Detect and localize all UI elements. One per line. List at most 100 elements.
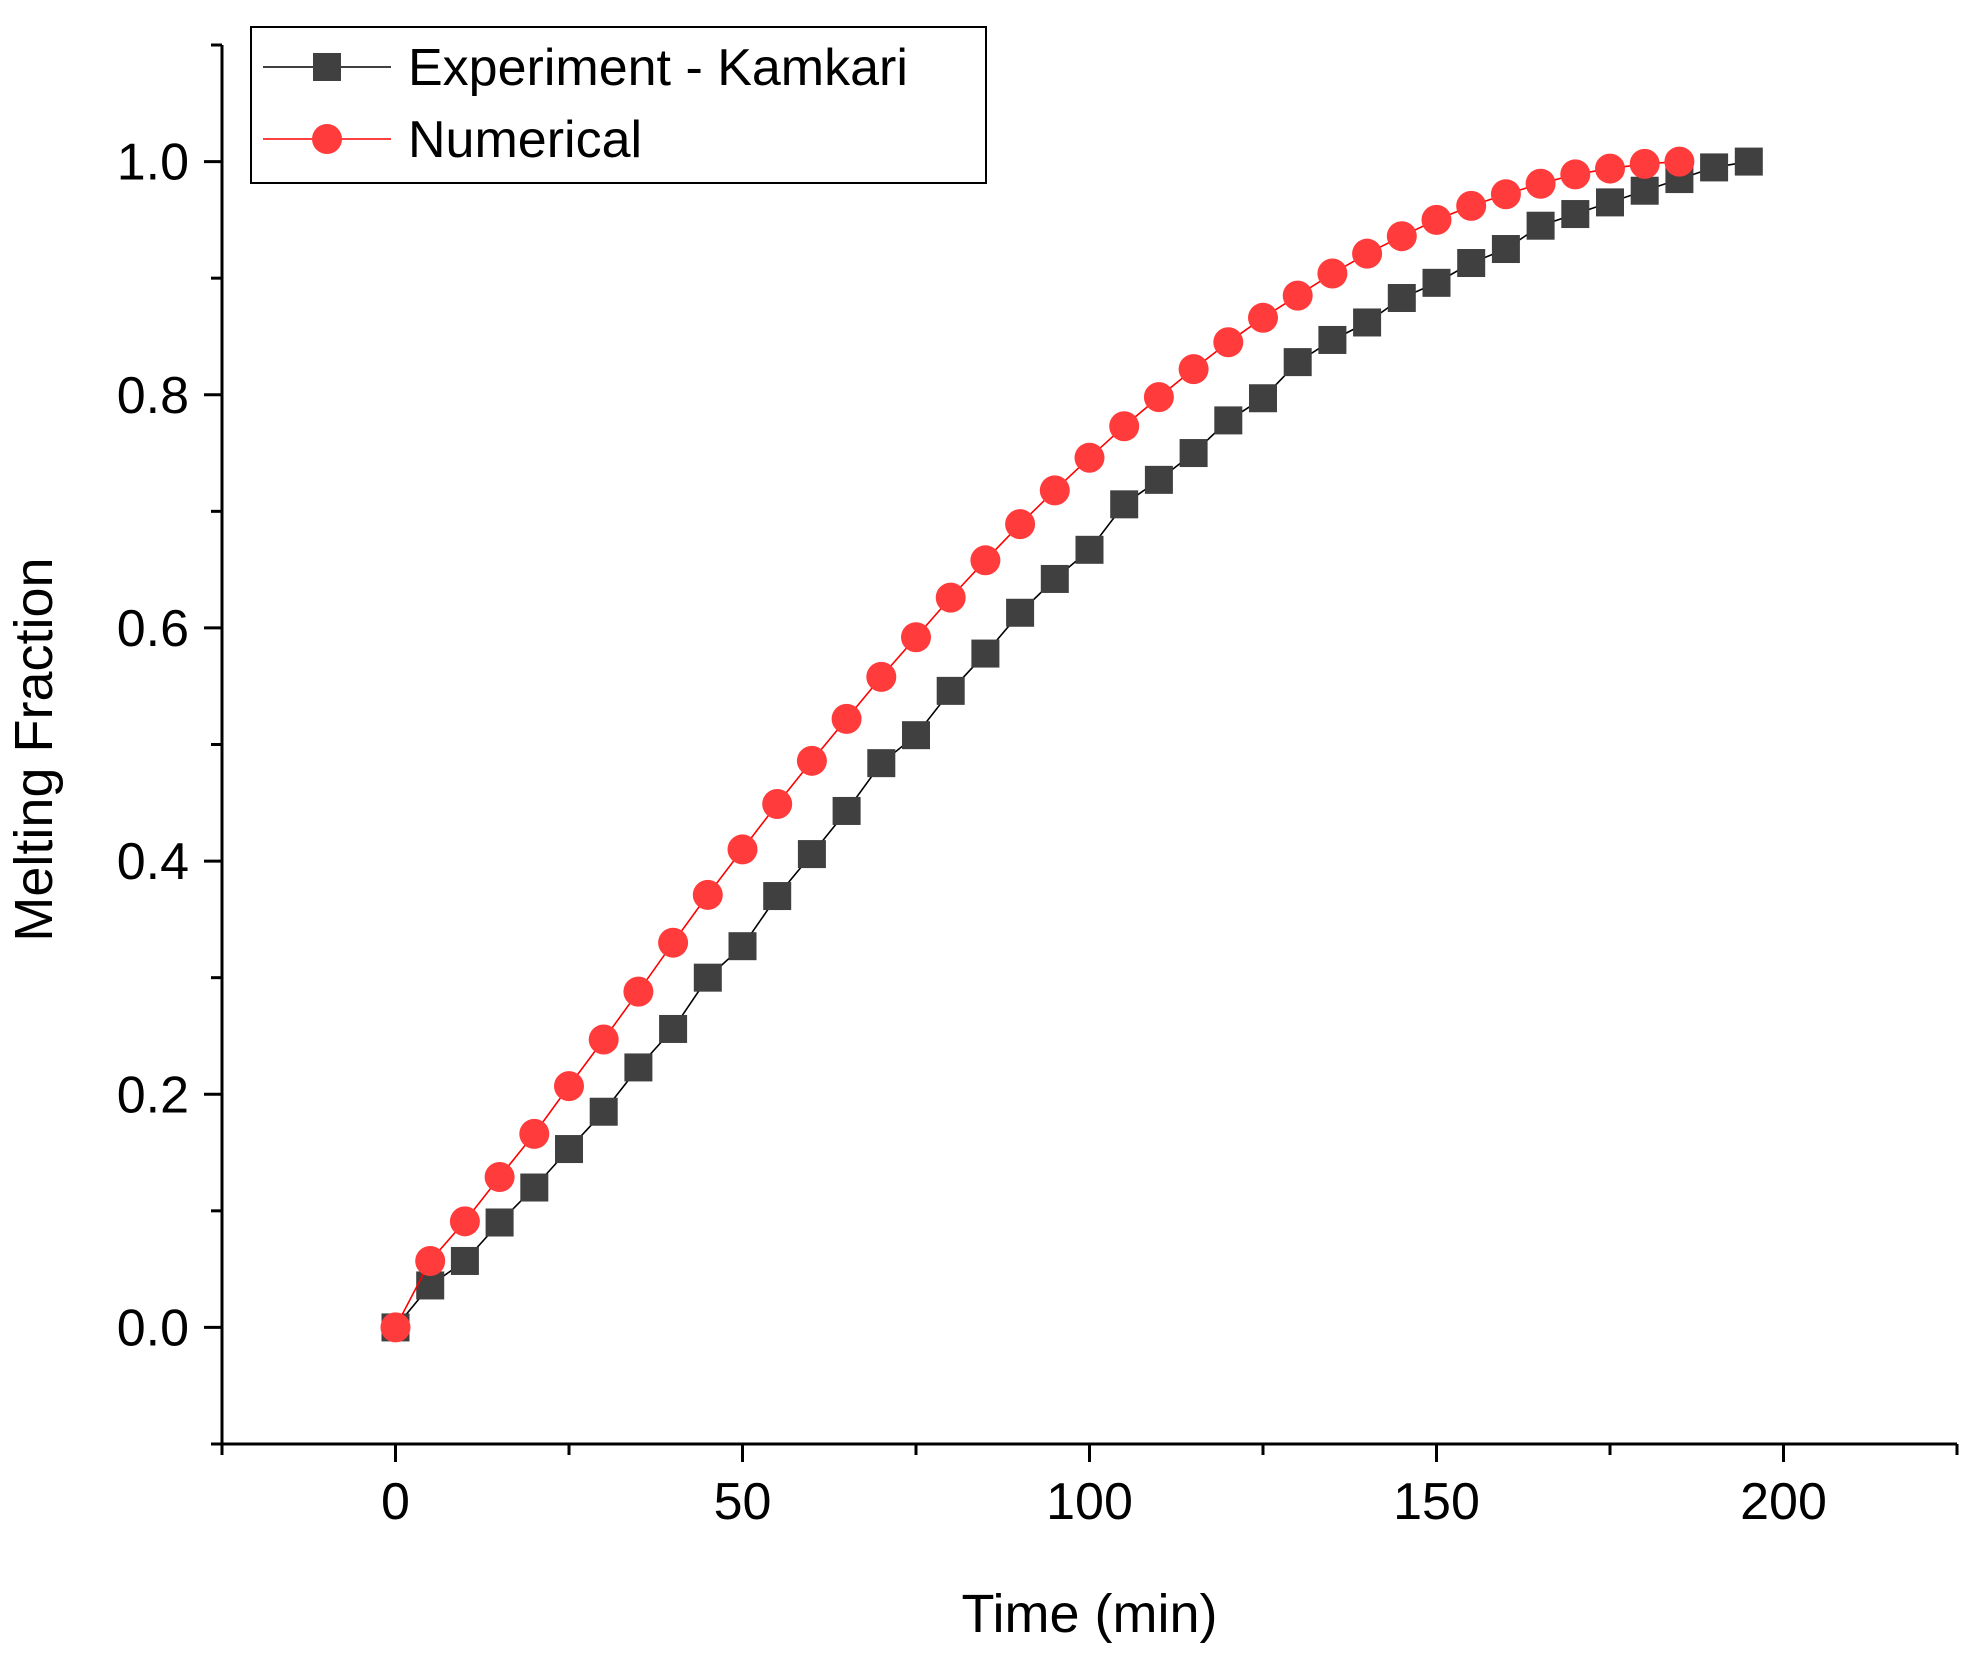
legend-box — [250, 26, 987, 184]
x-tick-label: 200 — [1740, 1473, 1827, 1531]
series-experiment-kamkari — [381, 147, 1763, 1342]
data-point-square — [1249, 384, 1277, 413]
data-point-square — [624, 1053, 653, 1082]
data-point-circle — [1560, 159, 1591, 190]
data-point-circle — [415, 1245, 446, 1276]
data-point-circle — [1005, 509, 1036, 540]
y-tick-label: 0.8 — [117, 367, 189, 425]
data-point-circle — [970, 545, 1001, 576]
data-point-square — [1457, 249, 1486, 278]
data-point-square — [902, 721, 930, 750]
data-point-square — [1700, 153, 1729, 182]
data-point-circle — [1629, 148, 1660, 179]
data-point-square — [1387, 283, 1416, 312]
data-point-square — [416, 1271, 445, 1300]
series-layer — [380, 146, 1763, 1343]
legend-marker-circle — [312, 124, 342, 154]
x-tick-label: 50 — [714, 1473, 772, 1531]
data-point-square — [520, 1173, 549, 1202]
legend-label: Experiment - Kamkari — [408, 39, 908, 97]
data-point-square — [659, 1014, 688, 1043]
data-point-circle — [727, 834, 758, 865]
data-point-square — [1110, 490, 1139, 519]
y-tick-label: 0.6 — [117, 600, 189, 658]
data-point-square — [1596, 188, 1624, 217]
series-line — [394, 160, 1749, 1328]
series-line — [394, 160, 1680, 1328]
x-tick-label: 150 — [1393, 1473, 1480, 1531]
data-point-circle — [623, 976, 654, 1007]
legend-label: Numerical — [408, 111, 642, 169]
data-point-circle — [1490, 179, 1521, 210]
series-numerical — [380, 146, 1695, 1343]
data-point-square — [485, 1208, 514, 1237]
data-point-square — [1040, 564, 1069, 593]
data-point-square — [763, 882, 792, 911]
data-point-square — [867, 749, 896, 778]
data-point-circle — [692, 879, 723, 910]
data-point-square — [728, 932, 757, 961]
data-point-circle — [554, 1071, 584, 1102]
data-point-square — [1179, 439, 1208, 468]
y-tick-label: 0.0 — [117, 1299, 189, 1357]
data-point-square — [693, 963, 722, 992]
data-point-square — [1075, 535, 1104, 564]
data-point-square — [450, 1246, 479, 1275]
data-point-circle — [762, 788, 793, 819]
data-point-square — [936, 676, 965, 705]
data-point-circle — [1421, 204, 1452, 235]
data-point-square — [1144, 465, 1173, 494]
data-point-square — [797, 840, 826, 869]
data-point-circle — [1109, 411, 1140, 442]
x-tick-label: 100 — [1046, 1473, 1133, 1531]
y-tick-label: 0.2 — [117, 1066, 189, 1124]
data-point-square — [971, 639, 1000, 668]
data-point-square — [1630, 176, 1659, 205]
data-point-circle — [1352, 238, 1383, 269]
data-point-circle — [1039, 475, 1070, 506]
data-point-circle — [1074, 442, 1105, 473]
data-point-square — [1561, 200, 1590, 229]
data-point-circle — [380, 1312, 411, 1343]
data-point-square — [1491, 235, 1520, 264]
legend-marker-square — [313, 53, 341, 81]
data-point-square — [555, 1135, 583, 1164]
y-axis-title: Melting Fraction — [4, 557, 64, 941]
data-point-square — [1006, 598, 1035, 627]
data-point-square — [1214, 406, 1243, 435]
data-point-circle — [901, 622, 931, 653]
data-point-circle — [1143, 382, 1174, 413]
data-point-circle — [1386, 221, 1417, 252]
axes — [220, 45, 1957, 1446]
data-point-square — [1734, 147, 1763, 176]
data-point-square — [832, 796, 861, 825]
data-point-circle — [1595, 153, 1625, 184]
data-point-circle — [1456, 190, 1487, 221]
data-point-circle — [796, 745, 827, 776]
data-point-circle — [658, 927, 689, 958]
y-tick-label: 0.4 — [117, 833, 189, 891]
data-point-square — [1318, 325, 1347, 354]
x-tick-label: 0 — [381, 1473, 410, 1531]
data-point-circle — [831, 703, 862, 734]
data-point-circle — [935, 582, 966, 613]
data-point-circle — [1317, 258, 1348, 289]
data-point-circle — [1248, 302, 1278, 333]
data-point-square — [589, 1097, 618, 1126]
y-tick-label: 1.0 — [117, 134, 189, 192]
data-point-square — [1353, 308, 1382, 337]
data-point-circle — [484, 1162, 515, 1193]
data-point-circle — [449, 1206, 480, 1237]
data-point-circle — [519, 1118, 550, 1149]
data-point-circle — [588, 1024, 619, 1055]
data-point-circle — [866, 661, 897, 692]
data-point-square — [1422, 268, 1451, 297]
data-point-circle — [1213, 327, 1244, 358]
data-point-square — [1526, 211, 1555, 240]
ticks: 0 50 100 150 200 0.0 0.2 0.4 0.6 0.8 1.0 — [117, 43, 1959, 1531]
data-point-circle — [1664, 146, 1695, 177]
data-point-circle — [1178, 354, 1209, 385]
data-point-circle — [1282, 280, 1313, 311]
legend: Experiment - Kamkari Numerical — [250, 26, 987, 184]
